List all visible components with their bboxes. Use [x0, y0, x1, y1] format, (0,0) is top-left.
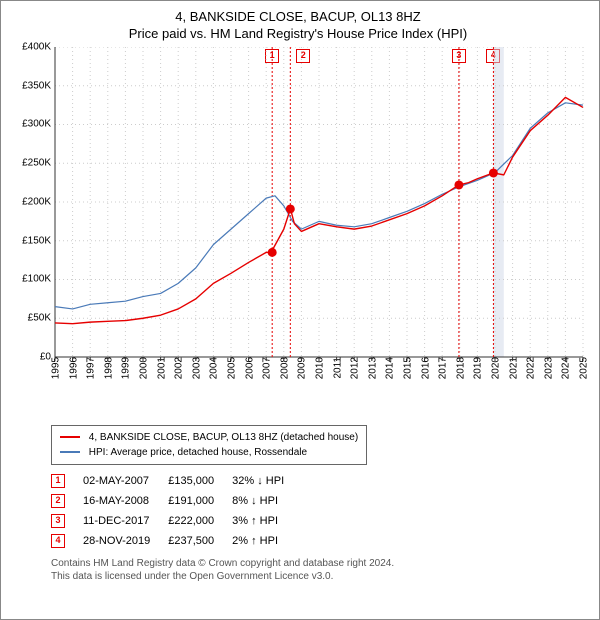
transaction-delta: 3% ↑ HPI [232, 511, 302, 531]
transaction-marker: 1 [51, 474, 65, 488]
transactions-table: 1 02-MAY-2007£135,00032% ↓ HPI 2 16-MAY-200… [51, 471, 302, 551]
transaction-date: 28-NOV-2019 [83, 531, 168, 551]
legend-box: 4, BANKSIDE CLOSE, BACUP, OL13 8HZ (deta… [51, 425, 367, 465]
title-line1: 4, BANKSIDE CLOSE, BACUP, OL13 8HZ [9, 9, 587, 26]
transaction-date: 16-MAY-2008 [83, 491, 168, 511]
chart-container: 4, BANKSIDE CLOSE, BACUP, OL13 8HZ Price… [0, 0, 600, 620]
transaction-row: 2 16-MAY-2008£191,0008% ↓ HPI [51, 491, 302, 511]
legend-label-property: 4, BANKSIDE CLOSE, BACUP, OL13 8HZ (deta… [89, 432, 358, 443]
legend-swatch-property [60, 436, 80, 438]
legend-item-property: 4, BANKSIDE CLOSE, BACUP, OL13 8HZ (deta… [60, 430, 358, 445]
transaction-row: 1 02-MAY-2007£135,00032% ↓ HPI [51, 471, 302, 491]
transaction-price: £222,000 [168, 511, 232, 531]
transaction-date: 02-MAY-2007 [83, 471, 168, 491]
transaction-delta: 8% ↓ HPI [232, 491, 302, 511]
chart-svg [9, 47, 587, 417]
transaction-delta: 32% ↓ HPI [232, 471, 302, 491]
transaction-delta: 2% ↑ HPI [232, 531, 302, 551]
title-line2: Price paid vs. HM Land Registry's House … [9, 26, 587, 43]
chart-area: £0£50K£100K£150K£200K£250K£300K£350K£400… [9, 47, 587, 417]
transaction-marker: 4 [51, 534, 65, 548]
transaction-date: 11-DEC-2017 [83, 511, 168, 531]
transaction-price: £237,500 [168, 531, 232, 551]
legend-swatch-hpi [60, 451, 80, 453]
legend-label-hpi: HPI: Average price, detached house, Ross… [89, 447, 307, 458]
transaction-row: 4 28-NOV-2019£237,5002% ↑ HPI [51, 531, 302, 551]
footer-line2: This data is licensed under the Open Gov… [51, 570, 587, 583]
legend-item-hpi: HPI: Average price, detached house, Ross… [60, 445, 358, 460]
title-block: 4, BANKSIDE CLOSE, BACUP, OL13 8HZ Price… [9, 9, 587, 43]
transaction-marker: 3 [51, 514, 65, 528]
transaction-marker: 2 [51, 494, 65, 508]
transaction-row: 3 11-DEC-2017£222,0003% ↑ HPI [51, 511, 302, 531]
transaction-price: £135,000 [168, 471, 232, 491]
footer-block: Contains HM Land Registry data © Crown c… [51, 557, 587, 583]
footer-line1: Contains HM Land Registry data © Crown c… [51, 557, 587, 570]
transaction-price: £191,000 [168, 491, 232, 511]
